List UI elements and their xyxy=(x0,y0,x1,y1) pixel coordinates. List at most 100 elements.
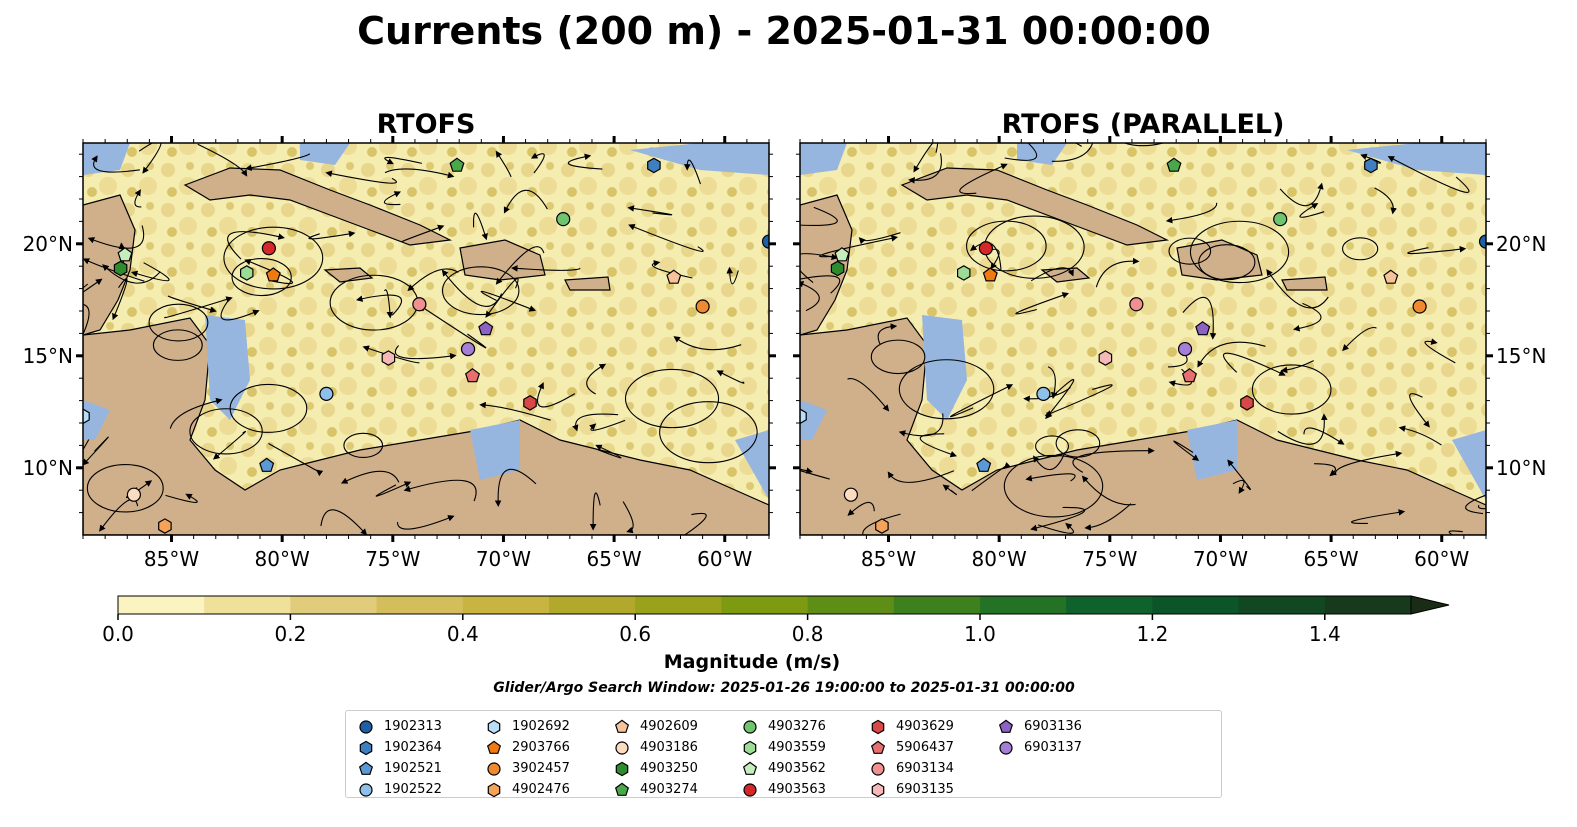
float-marker-1902522 xyxy=(1036,386,1051,401)
streamline xyxy=(1033,452,1066,470)
streamline xyxy=(383,191,401,206)
legend-label: 4902609 xyxy=(640,719,698,734)
streamline xyxy=(628,224,704,252)
streamline xyxy=(862,513,901,535)
legend-marker xyxy=(614,719,630,733)
legend-marker xyxy=(742,761,758,775)
colorbar-bin xyxy=(549,596,636,614)
legend-item: 4902476 xyxy=(486,779,614,800)
float-marker-4903274 xyxy=(449,157,465,172)
float-marker-6903134 xyxy=(412,297,427,312)
streamline xyxy=(589,419,626,431)
streamline xyxy=(401,224,445,243)
float-marker-4902476 xyxy=(875,518,889,534)
streamline xyxy=(1478,504,1486,510)
eddy-streamline xyxy=(1035,435,1070,458)
legend-marker xyxy=(998,719,1014,733)
float-marker-4903562 xyxy=(117,247,133,262)
legend-item: 4903629 xyxy=(870,716,998,737)
float-marker-1902521 xyxy=(976,457,992,472)
streamline xyxy=(130,262,170,282)
streamline xyxy=(1015,292,1070,315)
legend-label: 6903134 xyxy=(896,761,954,776)
float-marker-6903137 xyxy=(1177,341,1193,357)
legend-label: 4903186 xyxy=(640,740,698,755)
float-marker-2903766 xyxy=(982,267,998,282)
legend-marker xyxy=(487,761,501,776)
streamline xyxy=(651,260,693,279)
pentagon-marker-icon xyxy=(998,719,1014,733)
hexagon-marker-icon xyxy=(487,719,501,734)
eddy-streamline xyxy=(870,339,926,375)
colorbar-tick-label: 0.0 xyxy=(102,622,134,646)
streamline xyxy=(627,205,673,216)
float-marker-1902313 xyxy=(761,234,769,249)
colorbar-tick-label: 1.4 xyxy=(1309,622,1341,646)
streamline xyxy=(913,143,939,173)
float-marker-4903563 xyxy=(978,241,993,256)
streamline xyxy=(165,493,198,504)
streamline xyxy=(212,430,247,460)
float-marker-4902476 xyxy=(158,518,172,534)
legend-marker xyxy=(999,740,1013,755)
pentagon-marker-icon xyxy=(358,761,374,775)
streamline xyxy=(959,163,1008,195)
streamline xyxy=(1030,267,1074,282)
colorbar-tick-label: 0.4 xyxy=(447,622,479,646)
colorbar-bin xyxy=(462,596,550,614)
panel-title-rtofs-parallel: RTOFS (PARALLEL) xyxy=(1002,109,1285,140)
eddy-streamline xyxy=(1055,429,1101,458)
streamline xyxy=(1197,341,1266,368)
float-markers xyxy=(83,157,769,534)
streamline xyxy=(1465,492,1486,515)
streamline xyxy=(1223,352,1286,376)
streamline xyxy=(99,498,139,532)
eddy-streamline xyxy=(898,359,995,420)
streamlines xyxy=(83,143,758,535)
hexagon-marker-icon xyxy=(871,782,885,797)
legend-label: 1902364 xyxy=(384,740,442,755)
float-marker-4903186 xyxy=(843,487,858,502)
streamline xyxy=(1374,187,1397,215)
streamline xyxy=(245,153,311,171)
legend-marker xyxy=(871,782,885,797)
streamline xyxy=(847,501,875,516)
float-marker-3902457 xyxy=(695,299,710,314)
legend-marker xyxy=(870,740,886,754)
map-panel-rtofs-parallel: RTOFS (PARALLEL) xyxy=(793,109,1546,571)
colorbar-tick-label: 0.2 xyxy=(274,622,306,646)
streamline xyxy=(1277,413,1328,445)
eddy-streamline xyxy=(86,464,164,513)
streamline xyxy=(567,153,603,170)
streamline xyxy=(537,382,576,408)
streamline xyxy=(419,305,487,349)
legend-marker xyxy=(359,740,373,755)
legend-label: 4903629 xyxy=(896,719,954,734)
streamline xyxy=(595,444,622,459)
streamline xyxy=(495,246,545,285)
circle-marker-icon xyxy=(359,719,373,734)
streamline xyxy=(511,265,581,272)
streamline xyxy=(950,384,1014,418)
streamline xyxy=(530,152,545,174)
lat-tick-label: 15°N xyxy=(23,344,73,368)
pentagon-marker-icon xyxy=(870,740,886,754)
legend-label: 1902313 xyxy=(384,719,442,734)
streamline xyxy=(908,153,942,184)
streamline xyxy=(102,264,161,284)
axis-ticks: 85°W 80°W 75°W 70°W 65°W 60°W 20°N 15°N 10°N xyxy=(793,136,1546,571)
streamline xyxy=(87,225,145,249)
circle-marker-icon xyxy=(999,740,1013,755)
lat-tick-label: 20°N xyxy=(23,232,73,256)
pentagon-marker-icon xyxy=(614,719,630,733)
legend-marker xyxy=(871,719,885,734)
legend-item: 6903134 xyxy=(870,758,998,779)
legend-label: 4903563 xyxy=(768,782,826,797)
streamline xyxy=(1398,425,1442,446)
streamline xyxy=(622,501,634,534)
float-marker-6903135 xyxy=(381,350,396,366)
streamline xyxy=(1182,296,1217,340)
legend-item: 4903274 xyxy=(614,779,742,800)
legend-label: 4903250 xyxy=(640,761,698,776)
streamline xyxy=(394,345,457,360)
